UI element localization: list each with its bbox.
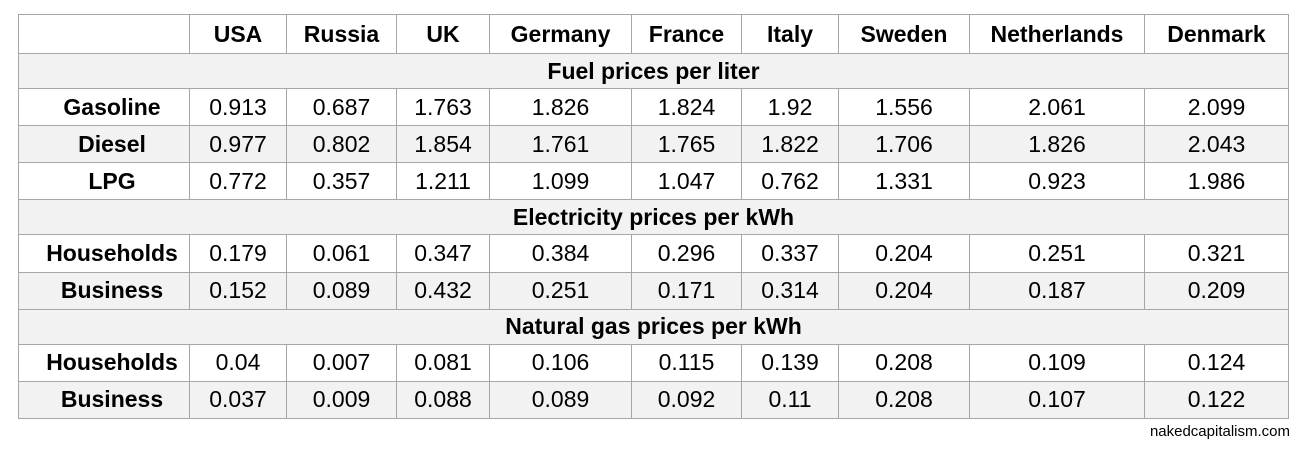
price-cell: 0.802 [286,125,397,164]
price-cell: 0.179 [189,234,287,273]
table-row: LPG 0.772 0.357 1.211 1.099 1.047 0.762 1.331 0.… [18,162,1289,201]
price-cell: 0.687 [286,88,397,127]
price-cell: 2.099 [1144,88,1289,127]
price-cell: 1.986 [1144,162,1289,201]
price-cell: 0.187 [969,271,1145,310]
price-cell: 0.347 [396,234,490,273]
price-cell: 0.357 [286,162,397,201]
header-corner-cell [18,13,190,55]
price-cell: 1.211 [396,162,490,201]
price-cell: 0.251 [489,271,632,310]
price-cell: 1.047 [631,162,742,201]
price-cell: 0.04 [189,343,287,382]
price-cell: 1.854 [396,125,490,164]
price-cell: 0.089 [286,271,397,310]
price-cell: 0.204 [838,271,970,310]
price-cell: 1.556 [838,88,970,127]
price-cell: 0.204 [838,234,970,273]
row-label: Gasoline [18,88,190,127]
price-cell: 0.007 [286,343,397,382]
price-cell: 0.088 [396,380,490,420]
price-cell: 0.009 [286,380,397,420]
row-label: Households [18,343,190,382]
country-header: Denmark [1144,13,1289,55]
price-cell: 1.826 [969,125,1145,164]
price-cell: 0.061 [286,234,397,273]
country-header: Italy [741,13,839,55]
price-cell: 0.251 [969,234,1145,273]
section-row: Natural gas prices per kWh [18,308,1289,345]
row-label: Business [18,380,190,420]
price-cell: 0.081 [396,343,490,382]
row-label: Diesel [18,125,190,164]
price-cell: 0.762 [741,162,839,201]
price-cell: 0.337 [741,234,839,273]
section-row: Electricity prices per kWh [18,199,1289,236]
price-cell: 1.331 [838,162,970,201]
table-row: Business 0.152 0.089 0.432 0.251 0.171 0.314 0.… [18,271,1289,310]
price-cell: 0.913 [189,88,287,127]
country-header: USA [189,13,287,55]
price-cell: 0.208 [838,343,970,382]
price-cell: 0.314 [741,271,839,310]
price-cell: 0.109 [969,343,1145,382]
row-label: LPG [18,162,190,201]
price-cell: 0.11 [741,380,839,420]
table-row: Gasoline 0.913 0.687 1.763 1.826 1.824 1.92 1.5… [18,88,1289,127]
table-row: Business 0.037 0.009 0.088 0.089 0.092 0.11 0.2… [18,380,1289,420]
price-cell: 0.115 [631,343,742,382]
price-cell: 0.107 [969,380,1145,420]
table-row: Diesel 0.977 0.802 1.854 1.761 1.765 1.822 1.70… [18,125,1289,164]
header-row: USA Russia UK Germany France Italy Sweden Nethe… [18,13,1289,55]
price-cell: 1.763 [396,88,490,127]
price-cell: 0.122 [1144,380,1289,420]
section-title: Electricity prices per kWh [18,199,1289,236]
table-body: USA Russia UK Germany France Italy Sweden Nethe… [18,13,1289,420]
price-cell: 0.139 [741,343,839,382]
country-header: UK [396,13,490,55]
price-cell: 0.089 [489,380,632,420]
table-row: Households 0.04 0.007 0.081 0.106 0.115 0.139 0… [18,343,1289,382]
price-cell: 0.208 [838,380,970,420]
price-cell: 0.152 [189,271,287,310]
country-header: Sweden [838,13,970,55]
price-cell: 0.092 [631,380,742,420]
row-label: Business [18,271,190,310]
price-cell: 0.296 [631,234,742,273]
country-header: Netherlands [969,13,1145,55]
price-cell: 0.923 [969,162,1145,201]
price-cell: 0.977 [189,125,287,164]
country-header: France [631,13,742,55]
price-cell: 0.171 [631,271,742,310]
price-cell: 0.124 [1144,343,1289,382]
price-cell: 1.761 [489,125,632,164]
price-comparison-table: USA Russia UK Germany France Italy Sweden Nethe… [18,13,1289,420]
table-row: Households 0.179 0.061 0.347 0.384 0.296 0.337… [18,234,1289,273]
price-cell: 1.822 [741,125,839,164]
price-cell: 1.824 [631,88,742,127]
row-label: Households [18,234,190,273]
section-title: Fuel prices per liter [18,53,1289,90]
price-cell: 2.043 [1144,125,1289,164]
price-cell: 0.321 [1144,234,1289,273]
price-cell: 1.92 [741,88,839,127]
price-cell: 0.037 [189,380,287,420]
section-title: Natural gas prices per kWh [18,308,1289,345]
price-cell: 1.099 [489,162,632,201]
price-cell: 1.826 [489,88,632,127]
price-cell: 0.432 [396,271,490,310]
source-credit: nakedcapitalism.com [1149,423,1290,440]
price-cell: 1.765 [631,125,742,164]
country-header: Germany [489,13,632,55]
section-row: Fuel prices per liter [18,53,1289,90]
price-cell: 0.384 [489,234,632,273]
price-cell: 2.061 [969,88,1145,127]
country-header: Russia [286,13,397,55]
price-cell: 0.106 [489,343,632,382]
price-cell: 0.772 [189,162,287,201]
price-cell: 0.209 [1144,271,1289,310]
price-cell: 1.706 [838,125,970,164]
